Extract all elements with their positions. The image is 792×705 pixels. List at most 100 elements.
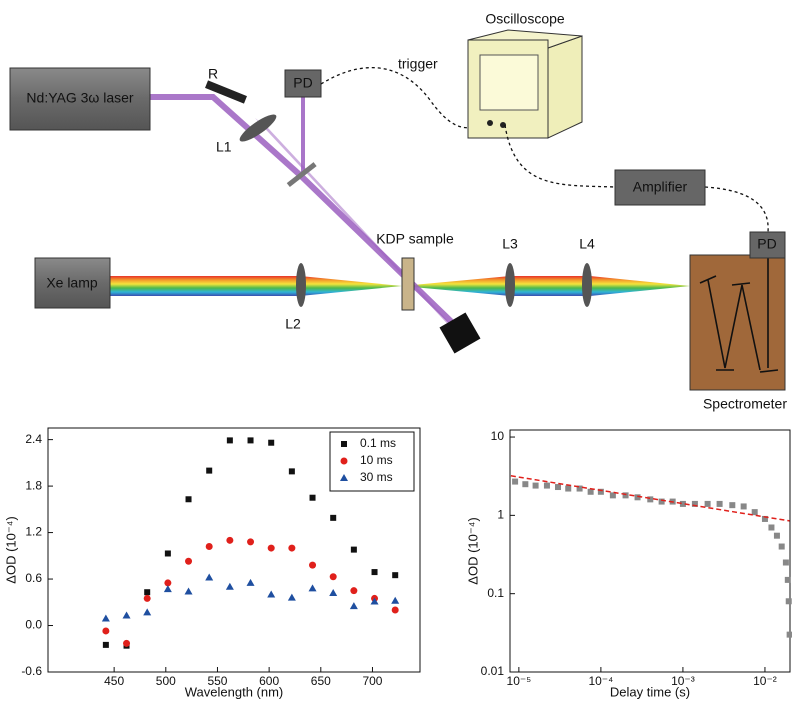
- point: [786, 598, 792, 604]
- y-tick-label: 1.8: [25, 478, 42, 492]
- trigger-cable: [321, 68, 490, 128]
- node-label: PD: [293, 75, 312, 91]
- node-label: Amplifier: [633, 179, 688, 195]
- point: [350, 602, 358, 609]
- point: [227, 437, 233, 443]
- point: [705, 501, 711, 507]
- node-label: R: [208, 66, 218, 82]
- point: [103, 642, 109, 648]
- y-tick-label: 0.0: [25, 618, 42, 632]
- y-tick-label: 10: [491, 429, 505, 443]
- point: [392, 607, 399, 614]
- legend-label: 10 ms: [360, 453, 393, 467]
- point: [144, 595, 151, 602]
- y-tick-label: 1: [497, 508, 504, 522]
- node-label: KDP sample: [376, 231, 454, 247]
- point: [309, 584, 317, 591]
- x-tick-label: 450: [104, 674, 124, 688]
- point: [247, 538, 254, 545]
- point: [391, 597, 399, 604]
- y-tick-label: 0.6: [25, 571, 42, 585]
- point: [226, 537, 233, 544]
- point: [206, 543, 213, 550]
- lens: [582, 263, 592, 307]
- knob: [487, 120, 493, 126]
- point: [351, 547, 357, 553]
- x-tick-label: 700: [362, 674, 382, 688]
- spectrometer: [690, 255, 785, 390]
- point: [288, 545, 295, 552]
- point: [768, 524, 774, 530]
- x-tick-label: 650: [311, 674, 331, 688]
- point: [248, 437, 254, 443]
- point: [309, 562, 316, 569]
- point: [164, 585, 172, 592]
- node-label: L4: [579, 236, 595, 252]
- point: [143, 608, 151, 615]
- lens: [296, 263, 306, 307]
- point: [226, 583, 234, 590]
- point: [144, 589, 150, 595]
- node-label: L3: [502, 236, 518, 252]
- point: [185, 558, 192, 565]
- point: [330, 515, 336, 521]
- figure: Nd:YAG 3ω laser R L1 PD trigger Oscillos…: [0, 0, 792, 705]
- point: [102, 627, 109, 634]
- legend-label: 0.1 ms: [360, 436, 396, 450]
- point: [102, 615, 110, 622]
- point: [392, 572, 398, 578]
- point: [774, 533, 780, 539]
- point: [350, 587, 357, 594]
- point: [729, 502, 735, 508]
- point: [717, 501, 723, 507]
- point: [267, 591, 275, 598]
- probe-beam: [110, 276, 690, 296]
- mirror: [205, 80, 247, 103]
- point: [206, 468, 212, 474]
- laser-cone: [255, 118, 462, 336]
- node-label: trigger: [398, 56, 438, 72]
- point: [787, 632, 792, 638]
- point: [205, 573, 213, 580]
- point: [512, 479, 518, 485]
- point: [741, 503, 747, 509]
- point: [372, 569, 378, 575]
- x-axis-label: Delay time (s): [610, 684, 690, 699]
- node-label: Oscilloscope: [485, 11, 565, 27]
- point: [310, 495, 316, 501]
- setup-diagram: Nd:YAG 3ω laser R L1 PD trigger Oscillos…: [10, 11, 787, 412]
- legend-marker: [341, 441, 347, 447]
- point: [186, 496, 192, 502]
- y-tick-label: -0.6: [21, 664, 42, 678]
- point: [268, 440, 274, 446]
- point: [247, 579, 255, 586]
- node-label: Nd:YAG 3ω laser: [26, 90, 133, 106]
- plot-frame: [510, 430, 790, 672]
- node-label: Xe lamp: [46, 275, 98, 291]
- point: [329, 589, 337, 596]
- point: [165, 550, 171, 556]
- x-tick-label: 10⁻⁵: [507, 674, 532, 688]
- point: [555, 484, 561, 490]
- lens: [505, 263, 515, 307]
- point: [268, 545, 275, 552]
- legend-marker: [341, 458, 348, 465]
- point: [783, 560, 789, 566]
- y-axis-label: ΔOD (10⁻⁴): [3, 516, 18, 583]
- point: [185, 587, 193, 594]
- point: [123, 640, 130, 647]
- y-tick-label: 0.1: [487, 586, 504, 600]
- x-tick-label: 500: [156, 674, 176, 688]
- y-tick-label: 0.01: [481, 664, 505, 678]
- point: [565, 486, 571, 492]
- oscilloscope-screen: [480, 55, 538, 110]
- sample: [402, 258, 414, 310]
- point: [289, 468, 295, 474]
- node-label: L2: [285, 316, 301, 332]
- point: [533, 483, 539, 489]
- y-axis-label: ΔOD (10⁻⁴): [465, 517, 480, 584]
- point: [544, 483, 550, 489]
- node-label: PD: [757, 236, 776, 252]
- x-axis-label: Wavelength (nm): [185, 684, 284, 699]
- y-tick-label: 1.2: [25, 525, 42, 539]
